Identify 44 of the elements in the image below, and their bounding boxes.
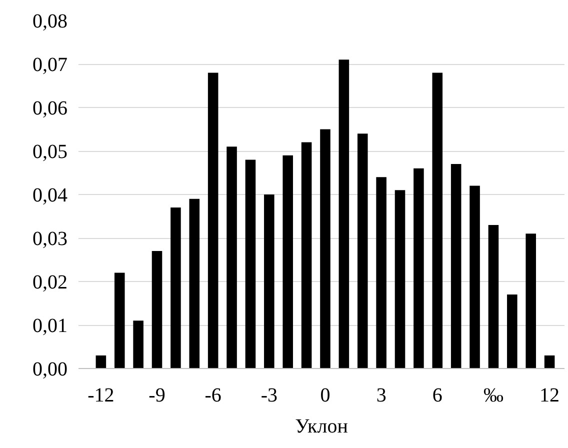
bar: [320, 129, 330, 368]
bar: [264, 194, 274, 368]
bar: [488, 224, 499, 368]
x-tick-label: ‰: [483, 384, 504, 406]
y-tick-label: 0,01: [32, 315, 68, 337]
x-tick-label: -6: [204, 384, 222, 406]
bar: [526, 234, 536, 368]
x-tick-label: -12: [88, 384, 114, 406]
y-tick-label: 0,07: [32, 54, 68, 76]
bar: [432, 72, 443, 368]
bar: [282, 155, 293, 368]
bar: [208, 72, 218, 368]
y-tick-label: 0,02: [32, 272, 68, 294]
bar: [96, 355, 106, 368]
bar: [338, 60, 350, 368]
bar: [450, 164, 462, 368]
bar: [414, 168, 424, 368]
x-tick-label: 3: [376, 384, 386, 406]
bar: [357, 134, 368, 368]
y-tick-label: 0,06: [32, 98, 68, 120]
x-tick-label: 6: [432, 384, 442, 406]
bar: [301, 142, 312, 368]
bar: [152, 251, 162, 368]
y-tick-label: 0,03: [32, 228, 68, 250]
x-tick-label: -9: [148, 384, 166, 406]
x-axis-title: Уклон: [295, 416, 348, 438]
x-tick-label: -3: [260, 384, 278, 406]
bar: [245, 160, 256, 368]
bar: [544, 355, 555, 368]
y-tick-label: 0,04: [32, 184, 68, 206]
bar: [376, 177, 386, 368]
bar: [507, 294, 518, 368]
y-tick-label: 0,00: [32, 358, 68, 380]
y-tick-label: 0,05: [32, 141, 68, 163]
bar: [170, 208, 181, 368]
bar: [470, 186, 480, 368]
x-tick-label: 12: [540, 384, 560, 406]
x-tick-label: 0: [320, 384, 330, 406]
bar: [189, 198, 200, 368]
y-tick-label: 0,08: [32, 10, 68, 32]
bar: [133, 320, 144, 368]
bar: [226, 146, 237, 368]
bar: [114, 272, 125, 368]
bar: [394, 190, 406, 368]
